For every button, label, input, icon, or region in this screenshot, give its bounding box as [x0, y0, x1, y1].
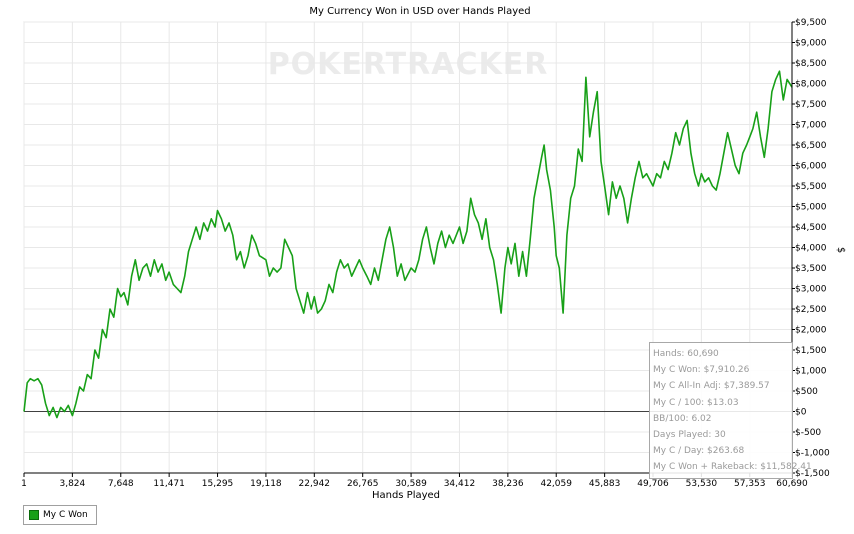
y-tick-label-0: $9,500 — [795, 18, 827, 28]
stat-hands: Hands: 60,690 — [653, 349, 719, 359]
x-tick-label-12: 45,883 — [589, 479, 621, 489]
x-tick-label-3: 11,471 — [153, 479, 185, 489]
y-tick-label-1: $9,000 — [795, 39, 827, 49]
x-tick-label-0: 1 — [21, 479, 27, 489]
stat-won: My C Won: $7,910.26 — [653, 365, 750, 376]
y-tick-label-22: $-1,500 — [795, 469, 830, 479]
y-tick-label-6: $6,500 — [795, 141, 827, 151]
x-tick-label-9: 34,412 — [444, 479, 476, 489]
x-tick-label-10: 38,236 — [492, 479, 524, 489]
y-tick-label-20: $-500 — [795, 428, 821, 438]
y-tick-label-19: $0 — [795, 408, 807, 418]
stat-all-in-adj: My C All-In Adj: $7,389.57 — [653, 381, 770, 392]
y-tick-label-4: $7,500 — [795, 100, 827, 110]
x-tick-label-15: 57,353 — [734, 479, 766, 489]
y-tick-label-9: $5,000 — [795, 203, 827, 213]
stat-days-played: Days Played: 30 — [653, 429, 726, 440]
y-tick-label-7: $6,000 — [795, 162, 827, 172]
y-tick-label-2: $8,500 — [795, 59, 827, 69]
x-tick-label-7: 26,765 — [347, 479, 379, 489]
x-tick-label-4: 15,295 — [202, 479, 234, 489]
stat-bb-100: BB/100: 6.02 — [653, 413, 712, 424]
y-tick-label-11: $4,000 — [795, 244, 827, 254]
x-tick-label-6: 22,942 — [299, 479, 331, 489]
watermark-logo: POKERTRACKER — [268, 47, 549, 82]
x-tick-label-5: 19,118 — [250, 479, 282, 489]
x-tick-label-8: 30,589 — [395, 479, 427, 489]
stats-panel: Hands: 60,690 My C Won: $7,910.26 My C A… — [649, 342, 812, 479]
chart-title: My Currency Won in USD over Hands Played — [309, 6, 530, 17]
legend[interactable]: My C Won — [23, 505, 97, 525]
y-axis-ticks: $9,500 $9,000 $8,500 $8,000 $7,500 $7,000 $6,5… — [791, 18, 830, 479]
x-tick-label-13: 49,706 — [637, 479, 669, 489]
y-tick-label-14: $2,500 — [795, 305, 827, 315]
y-tick-label-18: $500 — [795, 387, 818, 397]
y-tick-label-17: $1,000 — [795, 367, 827, 377]
y-tick-label-10: $4,500 — [795, 223, 827, 233]
y-tick-label-15: $2,000 — [795, 326, 827, 336]
x-tick-label-16: 60,690 — [776, 479, 808, 489]
y-tick-label-3: $8,000 — [795, 80, 827, 90]
x-tick-label-1: 3,824 — [59, 479, 85, 489]
x-axis-title: Hands Played — [372, 490, 440, 501]
legend-swatch — [29, 510, 39, 520]
y-axis-title: $ — [835, 247, 846, 253]
y-tick-label-8: $5,500 — [795, 182, 827, 192]
y-tick-label-12: $3,500 — [795, 264, 827, 274]
y-tick-label-13: $3,000 — [795, 285, 827, 295]
y-tick-label-5: $7,000 — [795, 121, 827, 131]
stat-won-rakeback: My C Won + Rakeback: $11,582.41 — [653, 462, 812, 473]
legend-label: My C Won — [43, 510, 88, 520]
y-tick-label-21: $-1,000 — [795, 449, 830, 459]
series-line-0 — [23, 70, 793, 419]
stat-per-day: My C / Day: $263.68 — [653, 446, 745, 457]
x-tick-label-2: 7,648 — [108, 479, 134, 489]
stat-per-100: My C / 100: $13.03 — [653, 397, 739, 408]
x-tick-label-14: 53,530 — [686, 479, 718, 489]
series-layer — [23, 70, 793, 419]
x-tick-label-11: 42,059 — [540, 479, 572, 489]
y-tick-label-16: $1,500 — [795, 346, 827, 356]
